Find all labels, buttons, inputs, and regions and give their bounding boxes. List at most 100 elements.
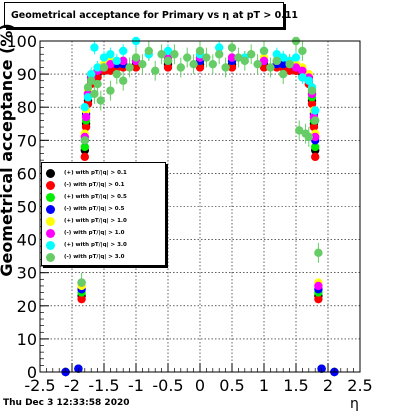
legend-entry: (+) with pT/|q| > 0.1 bbox=[46, 167, 127, 179]
data-point bbox=[77, 278, 86, 287]
data-point bbox=[215, 43, 224, 52]
data-point bbox=[80, 152, 90, 162]
x-axis-label: η bbox=[350, 396, 359, 412]
data-point bbox=[304, 132, 313, 142]
legend-entry: (-) with pT/|q| > 0.1 bbox=[46, 179, 124, 191]
data-point bbox=[227, 53, 237, 62]
y-tick-label: 10 bbox=[17, 330, 37, 349]
data-point bbox=[311, 116, 320, 125]
data-point bbox=[227, 63, 237, 72]
data-point bbox=[119, 56, 128, 66]
data-point bbox=[77, 294, 86, 304]
data-point bbox=[304, 76, 313, 85]
legend-entry: (-) with pT/|q| > 0.5 bbox=[46, 203, 124, 215]
data-point bbox=[285, 66, 294, 75]
data-points bbox=[61, 36, 339, 377]
legend-label: (+) with pT/|q| > 0.1 bbox=[64, 170, 127, 176]
data-point bbox=[279, 59, 288, 69]
data-point bbox=[253, 59, 262, 69]
data-point bbox=[311, 106, 320, 115]
legend-marker-icon bbox=[46, 168, 55, 178]
x-tick-label: 2.5 bbox=[347, 376, 372, 395]
x-tick-label: 0 bbox=[195, 376, 205, 395]
data-point bbox=[176, 63, 185, 72]
data-point bbox=[259, 56, 269, 66]
data-point bbox=[311, 132, 320, 142]
legend-marker-icon bbox=[46, 192, 55, 202]
x-tick-label: -1.5 bbox=[88, 376, 119, 395]
data-point bbox=[285, 59, 294, 69]
data-point bbox=[298, 46, 307, 56]
x-tick-label: -1 bbox=[128, 376, 144, 395]
data-point bbox=[314, 294, 323, 304]
data-point bbox=[291, 53, 301, 62]
legend-label: (+) with pT/|q| > 0.5 bbox=[64, 194, 127, 200]
data-point bbox=[81, 122, 91, 132]
data-point bbox=[87, 69, 96, 79]
legend-label: (-) with pT/|q| > 1.0 bbox=[64, 230, 125, 236]
tick-labels: -2.5 -2 -1.5 -1 -0.5 0 0.5 1 1.5 2 2.5 0 10 20 30 40 50 6… bbox=[6, 32, 372, 395]
y-tick-label: 60 bbox=[17, 164, 37, 183]
data-point bbox=[125, 63, 134, 72]
y-axis-label: Geometrical acceptance (%) bbox=[0, 23, 16, 277]
data-point bbox=[112, 56, 122, 66]
legend-marker-icon bbox=[46, 180, 55, 190]
x-tick-label: 1.5 bbox=[283, 376, 308, 395]
x-tick-label: -2 bbox=[64, 376, 80, 395]
legend-label: (-) with pT/|q| > 0.5 bbox=[64, 206, 125, 212]
data-point bbox=[221, 63, 230, 72]
data-point bbox=[112, 69, 122, 79]
x-tick-label: 2 bbox=[323, 376, 333, 395]
y-tick-label: 40 bbox=[17, 231, 37, 250]
data-point bbox=[314, 281, 323, 291]
data-point bbox=[202, 53, 211, 62]
data-point bbox=[144, 46, 153, 56]
legend: (+) with pT/|q| > 0.1 (-) with pT/|q| > 0… bbox=[41, 162, 166, 266]
y-tick-label: 0 bbox=[27, 363, 37, 382]
data-point bbox=[93, 63, 102, 72]
legend-marker-icon bbox=[46, 204, 55, 214]
data-point bbox=[163, 46, 173, 56]
data-point bbox=[99, 63, 109, 72]
data-point bbox=[131, 53, 141, 62]
data-point bbox=[295, 126, 304, 135]
data-point bbox=[208, 59, 217, 69]
data-point bbox=[80, 103, 90, 112]
data-point bbox=[96, 96, 106, 105]
data-point bbox=[309, 122, 319, 132]
data-point bbox=[195, 46, 205, 56]
data-point bbox=[93, 79, 102, 89]
data-point bbox=[81, 112, 91, 122]
data-point bbox=[307, 86, 317, 95]
x-tick-label: -0.5 bbox=[152, 376, 183, 395]
y-tick-label: 30 bbox=[17, 264, 37, 283]
data-point bbox=[80, 136, 90, 145]
data-point bbox=[307, 99, 317, 109]
data-point bbox=[183, 53, 192, 62]
data-point bbox=[83, 93, 93, 102]
data-point bbox=[163, 63, 173, 72]
data-point bbox=[259, 63, 269, 72]
chart-title: Geometrical acceptance for Primary vs η … bbox=[11, 10, 299, 21]
data-point bbox=[215, 50, 224, 59]
y-tick-label: 50 bbox=[17, 198, 37, 217]
legend-entry: (+) with pT/|q| > 3.0 bbox=[46, 239, 127, 251]
legend-label: (+) with pT/|q| > 1.0 bbox=[64, 218, 127, 224]
data-point bbox=[90, 43, 99, 52]
data-point bbox=[311, 142, 320, 152]
data-point bbox=[151, 66, 160, 75]
data-point bbox=[90, 89, 99, 99]
data-point bbox=[131, 63, 141, 72]
timestamp-footer: Thu Dec 3 12:33:58 2020 bbox=[3, 398, 130, 408]
legend-entry: (+) with pT/|q| > 1.0 bbox=[46, 215, 127, 227]
y-tick-label: 100 bbox=[6, 32, 37, 51]
x-tick-label: 1 bbox=[259, 376, 269, 395]
data-point bbox=[314, 248, 323, 258]
data-point bbox=[266, 63, 275, 72]
data-point bbox=[291, 63, 301, 72]
legend-entry: (-) with pT/|q| > 1.0 bbox=[46, 227, 124, 239]
data-point bbox=[106, 86, 115, 95]
data-point bbox=[106, 50, 115, 59]
data-point bbox=[195, 63, 205, 72]
data-point bbox=[189, 59, 198, 69]
